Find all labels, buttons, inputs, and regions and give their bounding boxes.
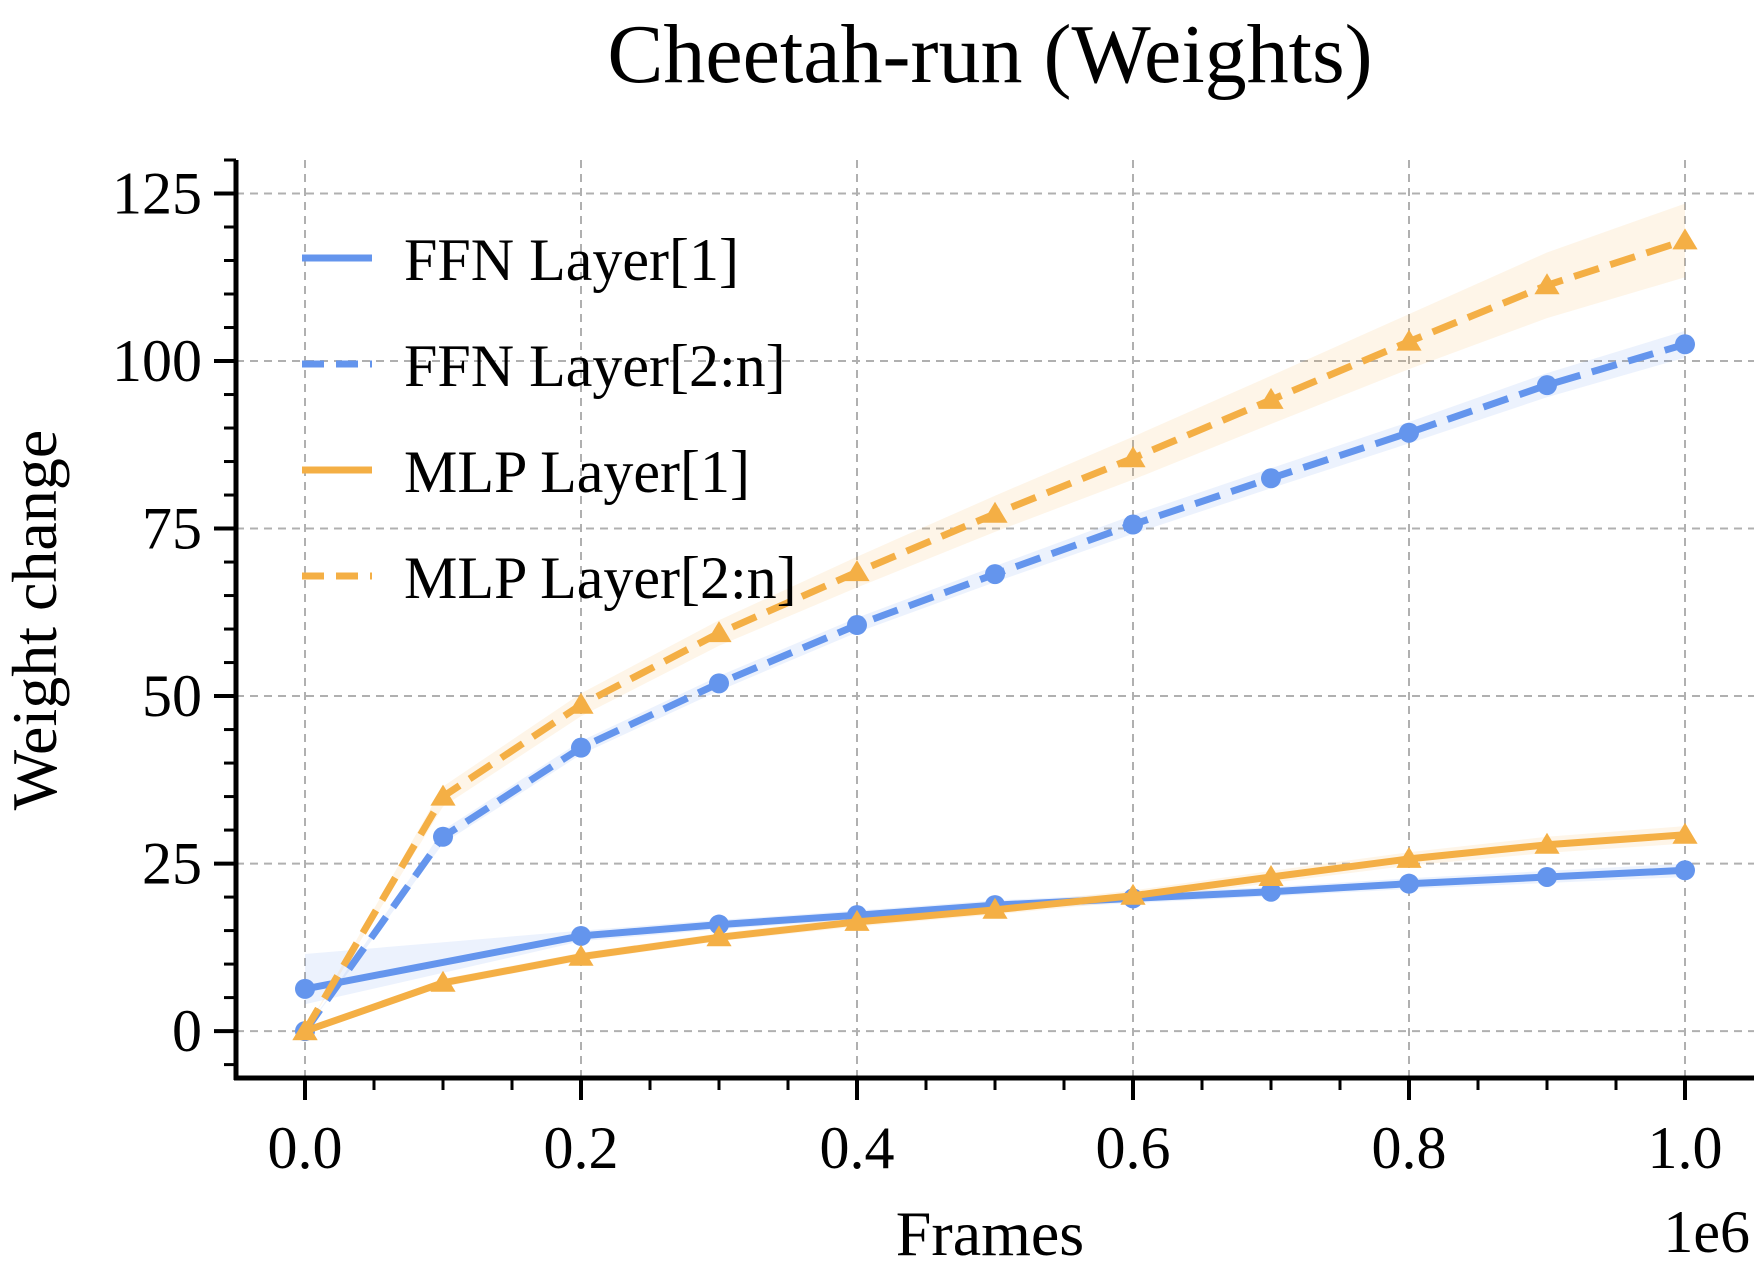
- data-point-series-3: [292, 1019, 318, 1041]
- y-tick-label: 75: [142, 496, 202, 562]
- data-point-series-1: [1261, 468, 1281, 489]
- data-point-series-1: [1399, 422, 1419, 443]
- data-point-series-1: [985, 564, 1005, 585]
- data-point-series-1: [847, 615, 867, 636]
- y-tick-label: 50: [142, 663, 202, 729]
- data-point-series-2: [706, 925, 732, 947]
- data-point-series-0: [1537, 866, 1557, 887]
- x-axis-label: Frames: [896, 1198, 1084, 1269]
- grid-layer: [236, 160, 1754, 1078]
- data-point-series-1: [1123, 514, 1143, 535]
- data-point-series-2: [1396, 846, 1422, 868]
- x-tick-label: 0.0: [268, 1115, 343, 1181]
- data-point-series-2: [1258, 865, 1284, 886]
- data-point-series-2: [982, 897, 1008, 919]
- x-tick-label: 1.0: [1648, 1115, 1723, 1181]
- data-point-series-3: [1258, 387, 1284, 409]
- chart-title: Cheetah-run (Weights): [607, 8, 1372, 101]
- data-point-series-0: [709, 914, 729, 935]
- data-point-series-1: [709, 673, 729, 694]
- data-point-series-3: [1396, 329, 1422, 351]
- data-point-series-3: [1672, 228, 1698, 250]
- data-point-series-3: [1120, 446, 1146, 468]
- data-point-series-3: [706, 621, 732, 643]
- data-point-series-3: [844, 560, 870, 582]
- data-point-series-3: [1534, 273, 1560, 295]
- x-tick-label: 0.2: [544, 1115, 619, 1181]
- data-point-series-0: [295, 978, 315, 999]
- data-point-series-2: [1672, 822, 1698, 844]
- legend-label-1: FFN Layer[2:n]: [404, 333, 786, 399]
- data-point-series-1: [571, 737, 591, 758]
- data-point-series-0: [1399, 873, 1419, 894]
- y-tick-label: 100: [112, 328, 202, 394]
- data-point-series-1: [1675, 334, 1695, 355]
- data-point-series-1: [433, 826, 453, 847]
- legend: FFN Layer[1] FFN Layer[2:n] MLP Layer[1] ML…: [302, 227, 797, 611]
- data-point-series-3: [568, 692, 594, 714]
- y-tick-label: 125: [112, 161, 202, 227]
- data-point-series-2: [1120, 883, 1146, 905]
- data-point-series-2: [568, 944, 594, 966]
- data-point-series-2: [1534, 832, 1560, 854]
- x-axis-offset-label: 1e6: [1663, 1199, 1750, 1265]
- y-axis-label: Weight change: [0, 430, 70, 810]
- data-point-series-0: [571, 925, 591, 946]
- legend-label-3: MLP Layer[2:n]: [404, 545, 797, 611]
- legend-label-2: MLP Layer[1]: [404, 439, 750, 505]
- data-point-series-0: [1675, 860, 1695, 881]
- data-point-series-0: [1261, 881, 1281, 902]
- data-point-series-1: [1537, 375, 1557, 396]
- data-point-series-2: [844, 909, 870, 931]
- axes-layer: 0.0 0.2 0.4 0.6 0.8 1.0 0 25 50 75 100 125: [112, 158, 1754, 1181]
- x-tick-label: 0.4: [820, 1115, 895, 1181]
- data-point-series-3: [982, 501, 1008, 523]
- series-layer: [292, 228, 1698, 1042]
- x-tick-label: 0.6: [1096, 1115, 1171, 1181]
- data-point-series-2: [430, 970, 456, 992]
- y-tick-label: 0: [172, 998, 202, 1064]
- data-point-series-3: [430, 784, 456, 806]
- y-tick-label: 25: [142, 831, 202, 897]
- legend-label-0: FFN Layer[1]: [404, 227, 739, 293]
- x-tick-label: 0.8: [1372, 1115, 1447, 1181]
